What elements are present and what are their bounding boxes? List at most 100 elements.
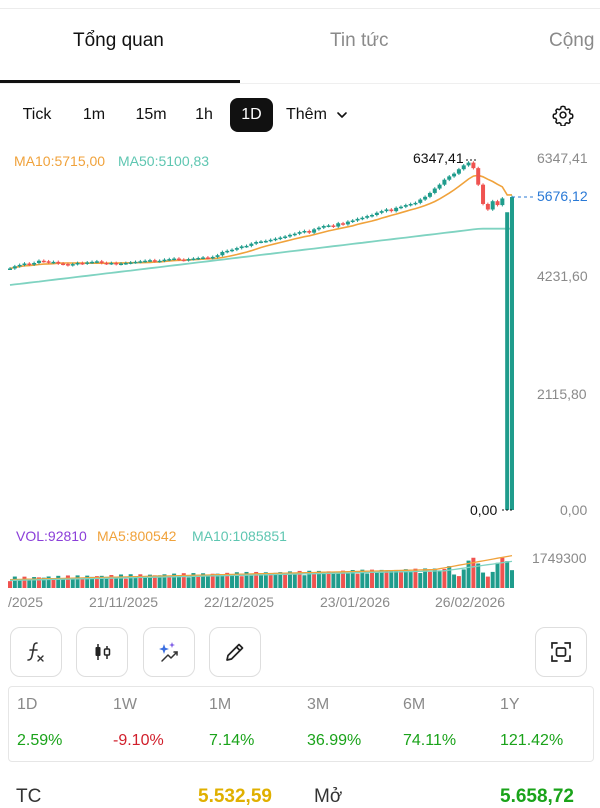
x-label-1: 21/11/2025	[89, 594, 159, 610]
period-1y: 1Y	[500, 696, 520, 713]
chart-settings-button[interactable]	[548, 98, 578, 132]
tab-news[interactable]: Tin tức	[330, 30, 389, 51]
candle-7	[41, 260, 46, 263]
chart-type-button[interactable]	[76, 627, 128, 677]
volume-bar-87	[427, 571, 432, 588]
candle-8	[46, 261, 51, 263]
period-1m: 1M	[209, 696, 232, 713]
volume-bar-29	[147, 574, 152, 588]
volume-bar-58	[287, 571, 292, 588]
candle-101	[495, 201, 500, 206]
volume-bar-47	[234, 572, 239, 588]
open-label: Mở	[314, 786, 343, 807]
volume-bar-64	[316, 570, 321, 588]
candle-88	[432, 188, 437, 193]
volume-bar-103	[505, 561, 510, 588]
candle-67	[331, 225, 336, 227]
volume-bar-44	[220, 574, 225, 588]
volume-bar-96	[471, 557, 476, 588]
volume-bar-7	[41, 577, 46, 588]
candle-23	[119, 263, 124, 266]
candle-27	[138, 261, 143, 263]
draw-button[interactable]	[209, 627, 261, 677]
volume-bar-77	[379, 569, 384, 588]
timeframe-15m[interactable]: 15m	[135, 106, 167, 123]
candle-77	[379, 211, 384, 213]
candle-83	[408, 203, 413, 206]
volume-bar-14	[75, 575, 80, 588]
volume-bar-12	[65, 575, 70, 588]
more-label: Thêm	[286, 106, 327, 123]
candle-26	[133, 261, 138, 264]
candle-56	[278, 237, 283, 240]
screenshot-button[interactable]	[535, 627, 587, 677]
indicator-button[interactable]	[10, 627, 62, 677]
volume-bar-26	[133, 577, 138, 588]
volume-ma10-line	[9, 560, 513, 582]
volume-bar-56	[278, 572, 283, 588]
volume-bar-20	[104, 576, 109, 588]
x-label-4: 26/02/2026	[435, 594, 506, 610]
volume-bar-81	[398, 571, 403, 588]
volume-bar-51	[254, 571, 259, 588]
volume-bar-66	[326, 571, 331, 588]
period-1w: 1W	[113, 696, 137, 713]
candle-74	[365, 216, 370, 218]
candle-103	[505, 212, 510, 510]
candle-1	[12, 266, 17, 269]
more-timeframes-button[interactable]: Thêm	[286, 98, 358, 132]
volume-bar-82	[403, 569, 408, 588]
ma50-legend: MA50:5100,83	[118, 153, 210, 169]
candle-98	[481, 184, 486, 204]
tab-community[interactable]: Cộng	[549, 30, 595, 51]
candle-9	[51, 261, 56, 264]
candle-5	[32, 262, 37, 265]
timeframe-1h[interactable]: 1h	[195, 106, 213, 123]
volume-bar-101	[495, 562, 500, 588]
open-value: 5.658,72	[500, 786, 574, 807]
volume-bar-59	[292, 574, 297, 588]
timeframe-tick[interactable]: Tick	[22, 106, 52, 123]
candle-37	[186, 259, 191, 261]
candle-15	[80, 262, 85, 265]
current-price-label: 5676,12	[537, 188, 588, 204]
candle-71	[350, 220, 355, 223]
volume-bar-30	[152, 575, 157, 588]
timeframe-1d[interactable]: 1D	[230, 98, 273, 132]
volume-bar-0	[8, 581, 12, 588]
timeframe-1m[interactable]: 1m	[82, 106, 106, 123]
volume-bar-65	[321, 572, 326, 588]
volume-bar-67	[331, 571, 336, 588]
x-label-0: /2025	[8, 594, 44, 610]
volume-bar-4	[27, 578, 32, 588]
candle-79	[389, 209, 394, 212]
volume-bar-73	[360, 569, 365, 588]
candle-72	[355, 218, 360, 221]
period-3m: 3M	[307, 696, 330, 713]
price-chart[interactable]	[0, 140, 600, 615]
main-tabs: Tổng quan Tin tức Cộng	[0, 30, 600, 80]
ai-analysis-button[interactable]	[143, 627, 195, 677]
volume-bar-54	[268, 573, 273, 588]
y-label-2: 4231,60	[537, 268, 588, 284]
volume-bar-76	[374, 572, 379, 588]
volume-bar-97	[476, 563, 481, 588]
tab-overview[interactable]: Tổng quan	[73, 30, 164, 51]
volume-bar-37	[186, 577, 191, 588]
candle-41	[205, 257, 210, 259]
volume-bar-83	[408, 572, 413, 588]
candle-14	[75, 262, 80, 265]
candle-42	[210, 256, 215, 259]
candle-18	[94, 261, 99, 263]
candle-34	[172, 258, 177, 261]
volume-bar-16	[85, 575, 90, 588]
volume-bar-52	[259, 574, 263, 588]
volume-bar-13	[70, 579, 75, 588]
candle-43	[215, 255, 220, 257]
volume-ma5-legend: MA5:800542	[97, 528, 177, 544]
y-label-bottom: 0,00	[560, 502, 588, 518]
tabs-divider	[0, 83, 600, 84]
volume-bar-75	[370, 569, 375, 588]
volume-bar-31	[157, 575, 162, 588]
volume-bar-35	[176, 576, 181, 588]
